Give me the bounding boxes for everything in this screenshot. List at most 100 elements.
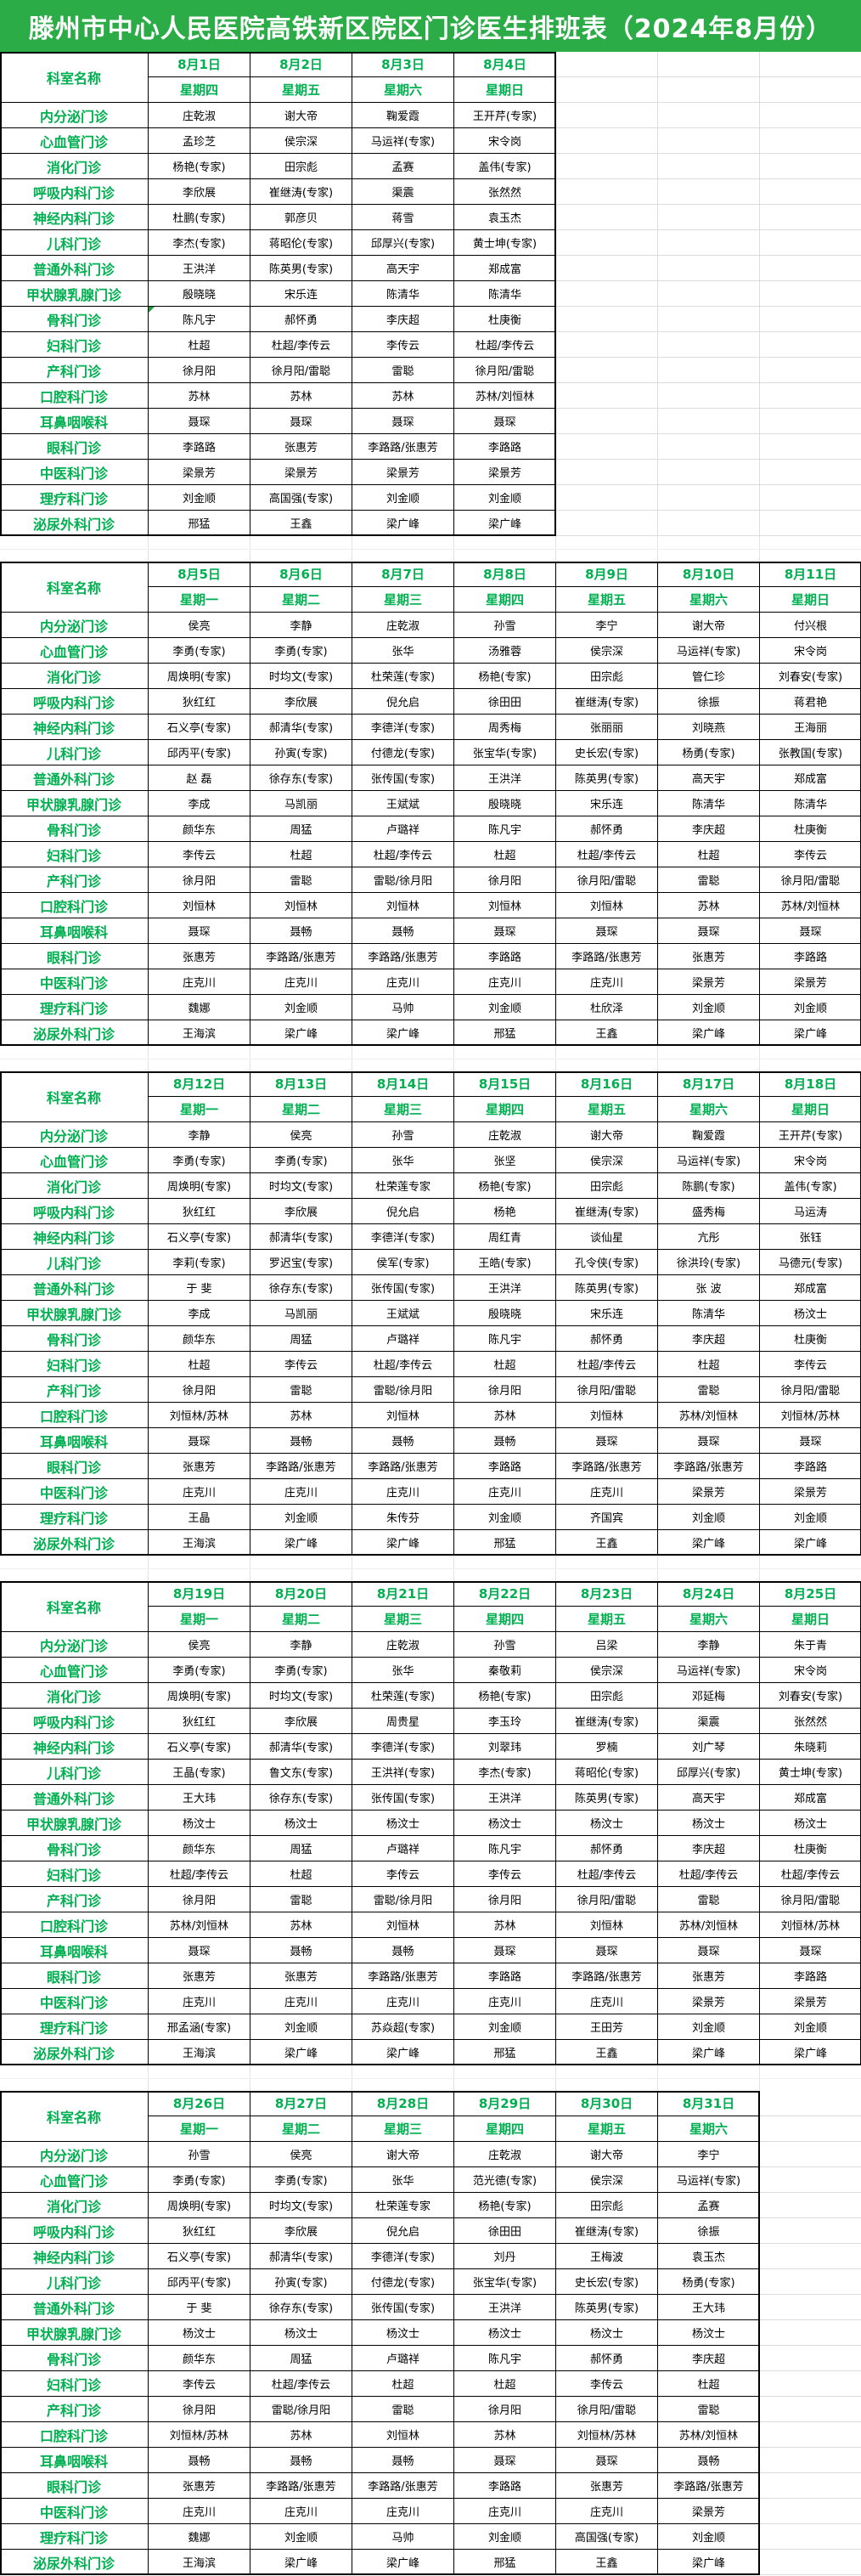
empty-cell	[760, 230, 861, 256]
schedule-cell: 雷聪	[658, 1887, 760, 1912]
schedule-cell: 李德洋(专家)	[352, 2244, 454, 2269]
dept-cell: 产科门诊	[0, 1887, 149, 1912]
schedule-cell: 秦敬莉	[454, 1658, 556, 1683]
schedule-cell: 宋令岗	[454, 128, 556, 154]
schedule-cell: 王洪祥(专家)	[352, 1760, 454, 1785]
schedule-cell: 杜超	[454, 1352, 556, 1377]
schedule-cell: 李莉(专家)	[149, 1250, 250, 1275]
schedule-cell: 孙雪	[352, 1122, 454, 1148]
week-table: 科室名称 8月12日 8月13日 8月14日 8月15日 8月16日 8月17日 8月18日星…	[0, 1071, 861, 1556]
schedule-cell: 徐月阳/雷聪	[760, 1887, 861, 1912]
schedule-cell: 张教国(专家)	[760, 740, 861, 765]
schedule-cell: 王开芹(专家)	[454, 103, 556, 128]
schedule-cell: 蒋昭伦(专家)	[250, 230, 352, 256]
dept-cell: 甲状腺乳腺门诊	[0, 1301, 149, 1326]
gap-cell	[250, 1046, 352, 1071]
schedule-cell: 聂琛	[556, 2448, 658, 2473]
empty-cell	[556, 128, 658, 154]
schedule-cell: 苏林	[250, 2422, 352, 2448]
gap-cell	[760, 1046, 861, 1071]
schedule-cell: 吕梁	[556, 1632, 658, 1658]
schedule-cell: 刘春安(专家)	[760, 664, 861, 689]
schedule-cell: 宋令岗	[760, 1148, 861, 1173]
schedule-cell: 李路路	[760, 944, 861, 969]
schedule-cell: 徐月阳/雷聪	[556, 867, 658, 893]
schedule-cell: 渠震	[658, 1709, 760, 1734]
date-cell: 8月22日	[454, 1581, 556, 1607]
schedule-cell: 刘恒林	[352, 1912, 454, 1938]
schedule-cell: 颜华东	[149, 1836, 250, 1861]
schedule-cell: 陈英男(专家)	[556, 1785, 658, 1811]
dept-cell: 中医科门诊	[0, 969, 149, 995]
weekday-cell: 星期日	[760, 1607, 861, 1632]
schedule-cell: 张传国(专家)	[352, 2295, 454, 2320]
date-cell: 8月30日	[556, 2091, 658, 2116]
schedule-cell: 谢大帝	[250, 103, 352, 128]
week-table: 科室名称 8月5日 8月6日 8月7日 8月8日 8月9日 8月10日 8月11日 星期一 星期二…	[0, 562, 861, 1046]
dept-cell: 呼吸内科门诊	[0, 179, 149, 205]
schedule-cell: 付德龙(专家)	[352, 740, 454, 765]
schedule-cell: 郑成富	[760, 1275, 861, 1301]
dept-header-cell: 科室名称	[0, 1581, 149, 1632]
gap-cell	[454, 2065, 556, 2091]
dept-header-cell: 科室名称	[0, 52, 149, 103]
date-cell: 8月23日	[556, 1581, 658, 1607]
schedule-cell: 蒋雪	[352, 205, 454, 230]
schedule-cell: 庄克川	[149, 969, 250, 995]
schedule-cell: 刘金顺	[454, 2524, 556, 2550]
date-cell: 8月15日	[454, 1071, 556, 1097]
schedule-cell: 狄红红	[149, 2218, 250, 2244]
schedule-cell: 杨汶士	[149, 1811, 250, 1836]
schedule-cell: 李路路	[454, 1963, 556, 1989]
schedule-cell: 王鑫	[556, 1020, 658, 1046]
dept-header-cell: 科室名称	[0, 562, 149, 613]
weekday-cell: 星期三	[352, 587, 454, 613]
date-cell: 8月16日	[556, 1071, 658, 1097]
empty-cell	[760, 2473, 861, 2499]
dept-cell: 耳鼻咽喉科	[0, 918, 149, 944]
schedule-cell: 聂琛	[250, 409, 352, 434]
schedule-cell: 范光德(专家)	[454, 2167, 556, 2193]
empty-cell	[760, 2371, 861, 2397]
schedule-cell: 徐月阳/雷聪	[556, 1887, 658, 1912]
schedule-cell: 陈凡宇	[454, 1326, 556, 1352]
schedule-cell: 刘广琴	[658, 1734, 760, 1760]
schedule-cell: 张坚	[454, 1148, 556, 1173]
dept-cell: 心血管门诊	[0, 638, 149, 664]
schedule-cell: 孙寅(专家)	[250, 740, 352, 765]
schedule-cell: 梁景芳	[658, 1989, 760, 2014]
schedule-cell: 张然然	[454, 179, 556, 205]
schedule-cell: 刘恒林/苏林	[149, 2422, 250, 2448]
dept-cell: 儿科门诊	[0, 230, 149, 256]
gap-cell	[454, 1046, 556, 1071]
schedule-cell: 马帅	[352, 2524, 454, 2550]
dept-cell: 甲状腺乳腺门诊	[0, 281, 149, 307]
schedule-cell: 聂琛	[149, 1938, 250, 1963]
schedule-cell: 聂畅	[352, 1938, 454, 1963]
date-cell: 8月13日	[250, 1071, 352, 1097]
schedule-cell: 李传云	[760, 1352, 861, 1377]
schedule-cell: 徐月阳	[454, 1887, 556, 1912]
schedule-cell: 杨勇(专家)	[658, 740, 760, 765]
schedule-cell: 陈凡宇	[454, 2346, 556, 2371]
schedule-cell: 李勇(专家)	[250, 2167, 352, 2193]
schedule-cell: 李庆超	[658, 2346, 760, 2371]
schedule-cell: 庄乾淑	[454, 1122, 556, 1148]
dept-cell: 口腔科门诊	[0, 383, 149, 409]
schedule-cell: 张惠芳	[149, 2473, 250, 2499]
weekday-cell: 星期四	[454, 2116, 556, 2142]
schedule-cell: 李路路/张惠芳	[556, 1454, 658, 1479]
dept-cell: 甲状腺乳腺门诊	[0, 1811, 149, 1836]
empty-cell	[760, 434, 861, 460]
dept-cell: 神经内科门诊	[0, 2244, 149, 2269]
schedule-cell: 殷晓晓	[454, 791, 556, 816]
schedule-cell: 宋令岗	[760, 638, 861, 664]
date-cell: 8月12日	[149, 1071, 250, 1097]
gap-cell	[250, 2065, 352, 2091]
schedule-cell: 刘金顺	[149, 485, 250, 511]
date-cell: 8月6日	[250, 562, 352, 587]
date-cell: 8月14日	[352, 1071, 454, 1097]
schedule-cell: 聂畅	[352, 2448, 454, 2473]
dept-cell: 甲状腺乳腺门诊	[0, 791, 149, 816]
schedule-cell: 侯亮	[250, 2142, 352, 2167]
